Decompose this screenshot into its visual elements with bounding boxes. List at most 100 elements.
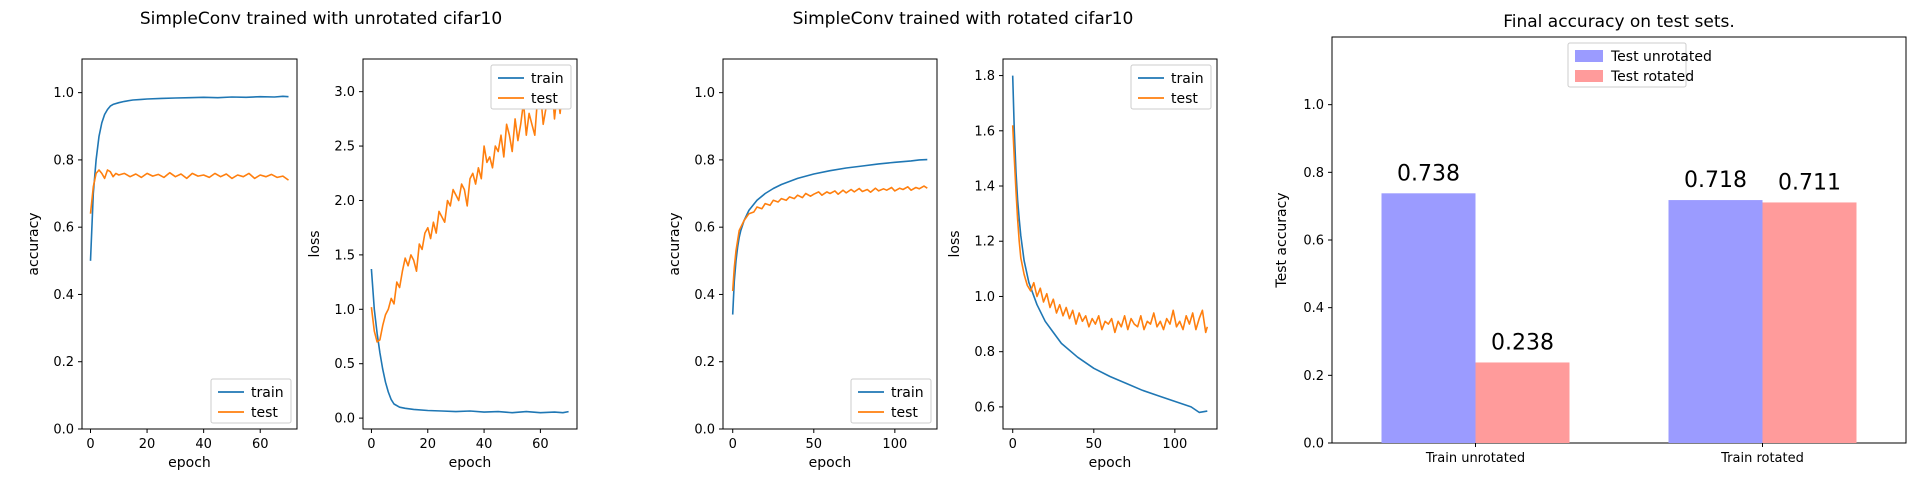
x-axis-label: epoch <box>809 455 852 471</box>
legend: train test <box>210 378 292 424</box>
x-tick-label: 50 <box>1086 437 1103 452</box>
x-axis-label: epoch <box>449 455 492 471</box>
y-tick-label: 0.8 <box>694 153 715 168</box>
bar-value-label: 0.711 <box>1778 170 1841 195</box>
y-axis-label: accuracy <box>667 212 683 275</box>
loss-unrotated-chart: 0 20 40 60 0.0 0.5 1.0 1.5 2.0 2.5 3.0 epoch loss tra… <box>307 58 578 471</box>
y-tick-label: 1.8 <box>974 69 995 84</box>
charts-layer: 0 20 40 60 0.0 0.2 0.4 0.6 0.8 1.0 epoch accuracy tr… <box>26 12 1907 471</box>
y-tick-label: 0.4 <box>53 288 74 303</box>
legend: train test <box>490 64 572 110</box>
plot-frame <box>362 58 578 430</box>
bar-value-label: 0.718 <box>1684 168 1747 193</box>
x-tick-label: 50 <box>806 437 823 452</box>
y-tick-label: 0.6 <box>694 221 715 236</box>
legend-label-train: train <box>1171 71 1204 87</box>
x-tick-label: 40 <box>195 437 212 452</box>
y-tick-label: 0.6 <box>1303 234 1324 249</box>
y-tick-label: 0.4 <box>694 288 715 303</box>
series-line-test <box>731 185 928 292</box>
series-line-test <box>89 169 289 214</box>
y-tick-label: 0.2 <box>53 355 74 370</box>
y-tick-label: 0.2 <box>694 355 715 370</box>
y-tick-label: 1.0 <box>334 303 355 318</box>
y-tick-label: 1.4 <box>974 180 995 195</box>
bar-value-label: 0.738 <box>1397 161 1460 186</box>
series-line-test <box>1011 125 1209 334</box>
x-axis-label: epoch <box>1089 455 1132 471</box>
x-tick-label: 40 <box>476 437 493 452</box>
series-line-test <box>370 80 570 343</box>
final-accuracy-chart: Final accuracy on test sets. 0.0 0.2 0.4 0.6… <box>1274 12 1907 466</box>
y-tick-label: 0.8 <box>1303 166 1324 181</box>
legend: Test unrotated Test rotated <box>1567 42 1712 88</box>
x-tick-label: 60 <box>252 437 269 452</box>
bar-test-rotated <box>1475 362 1570 443</box>
bar-test-rotated <box>1762 202 1857 443</box>
legend-label-test: test <box>1171 91 1198 107</box>
x-axis-label: epoch <box>168 455 211 471</box>
y-tick-label: 0.5 <box>334 357 355 372</box>
bar-value-label: 0.238 <box>1491 330 1554 355</box>
series-line-train <box>731 158 928 315</box>
legend-label-train: train <box>531 71 564 87</box>
x-tick-label: Train rotated <box>1720 451 1804 466</box>
y-tick-label: 1.0 <box>53 86 74 101</box>
legend-label-test: test <box>251 405 278 421</box>
y-tick-label: 2.0 <box>334 194 355 209</box>
x-tick-label: 20 <box>419 437 436 452</box>
y-axis-label: Test accuracy <box>1274 192 1290 288</box>
acc-unrotated-chart: 0 20 40 60 0.0 0.2 0.4 0.6 0.8 1.0 epoch accuracy tr… <box>26 58 298 471</box>
legend: train test <box>850 378 932 424</box>
y-axis-label: accuracy <box>26 212 42 275</box>
x-tick-label: Train unrotated <box>1425 451 1525 466</box>
suptitle-rotated: SimpleConv trained with rotated cifar10 <box>793 9 1134 29</box>
acc-rotated-chart: 0 50 100 0.0 0.2 0.4 0.6 0.8 1.0 epoch accuracy tra… <box>667 58 938 471</box>
legend-swatch <box>1575 50 1603 62</box>
y-tick-label: 0.4 <box>1303 301 1324 316</box>
x-tick-label: 100 <box>1162 437 1187 452</box>
legend: train test <box>1130 64 1212 110</box>
series-line-train <box>1011 75 1208 414</box>
legend-label-test: test <box>531 91 558 107</box>
x-tick-label: 0 <box>1009 437 1017 452</box>
plot-frame <box>81 58 298 430</box>
y-tick-label: 1.6 <box>974 124 995 139</box>
y-tick-label: 0.0 <box>334 412 355 427</box>
y-tick-label: 1.0 <box>1303 98 1324 113</box>
y-tick-label: 0.0 <box>1303 437 1324 452</box>
plot-frame <box>1002 58 1218 430</box>
series-line-train <box>89 95 289 261</box>
bar-test-unrotated <box>1668 200 1763 443</box>
y-tick-label: 0.2 <box>1303 369 1324 384</box>
legend-label-train: train <box>891 385 924 401</box>
series-line-train <box>370 268 569 414</box>
loss-rotated-chart: 0 50 100 0.6 0.8 1.0 1.2 1.4 1.6 1.8 epoch loss trai… <box>947 58 1218 471</box>
x-tick-label: 60 <box>532 437 549 452</box>
y-axis-label: loss <box>307 230 323 257</box>
y-tick-label: 0.8 <box>974 345 995 360</box>
y-tick-label: 0.6 <box>53 221 74 236</box>
y-tick-label: 1.0 <box>694 86 715 101</box>
y-tick-label: 0.8 <box>53 153 74 168</box>
y-tick-label: 2.5 <box>334 140 355 155</box>
y-tick-label: 3.0 <box>334 85 355 100</box>
plot-frame <box>722 58 938 430</box>
x-tick-label: 20 <box>139 437 156 452</box>
legend-label: Test unrotated <box>1610 49 1712 65</box>
x-tick-label: 0 <box>367 437 375 452</box>
legend-swatch <box>1575 70 1603 82</box>
legend-label-train: train <box>251 385 284 401</box>
y-tick-label: 1.0 <box>974 290 995 305</box>
chart-title: Final accuracy on test sets. <box>1503 12 1735 32</box>
x-tick-label: 0 <box>86 437 94 452</box>
y-tick-label: 0.6 <box>974 400 995 415</box>
suptitle-unrotated: SimpleConv trained with unrotated cifar1… <box>140 9 502 29</box>
y-tick-label: 0.0 <box>53 423 74 438</box>
bar-test-unrotated <box>1381 193 1476 443</box>
x-tick-label: 100 <box>882 437 907 452</box>
y-axis-label: loss <box>947 230 963 257</box>
y-tick-label: 1.2 <box>974 235 995 250</box>
legend-label: Test rotated <box>1610 69 1694 85</box>
